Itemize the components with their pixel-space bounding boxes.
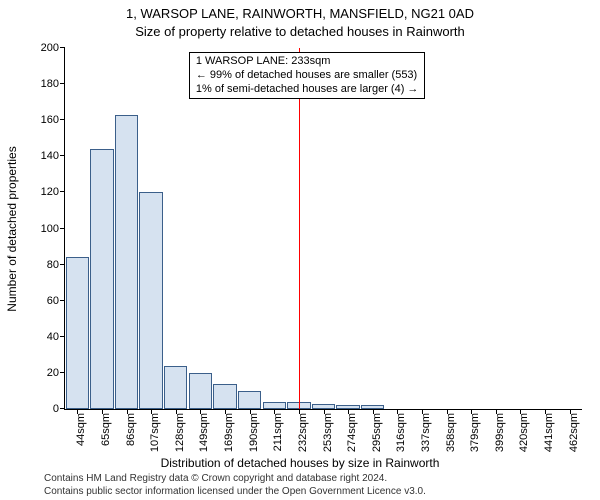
y-tick-label: 160 [41,114,65,126]
y-tick-label: 140 [41,150,65,162]
x-tick-label: 211sqm [272,375,284,413]
y-tick-label: 120 [41,186,65,198]
x-tick-label: 441sqm [543,374,555,413]
y-tick-label: 100 [41,223,65,235]
title-main: 1, WARSOP LANE, RAINWORTH, MANSFIELD, NG… [0,6,600,21]
x-tick-label: 274sqm [346,374,358,413]
x-tick-label: 190sqm [248,374,260,413]
x-tick-label: 462sqm [568,374,580,413]
x-tick-label: 232sqm [297,374,309,413]
y-tick-label: 20 [47,367,65,379]
x-tick-label: 253sqm [322,374,334,413]
x-tick-label: 399sqm [494,374,506,413]
x-tick-label: 107sqm [149,374,161,413]
title-sub: Size of property relative to detached ho… [0,24,600,39]
footer-line-2: Contains public sector information licen… [44,486,426,499]
x-tick-label: 169sqm [223,374,235,413]
x-tick-label: 316sqm [395,374,407,413]
x-tick-label: 358sqm [445,374,457,413]
y-tick-label: 180 [41,78,65,90]
footer-attribution: Contains HM Land Registry data © Crown c… [44,473,426,498]
x-tick-label: 420sqm [518,374,530,413]
x-tick-label: 44sqm [75,380,87,413]
x-tick-label: 379sqm [469,374,481,413]
y-tick-label: 0 [53,403,65,415]
chart-container: 1, WARSOP LANE, RAINWORTH, MANSFIELD, NG… [0,0,600,500]
bar [115,115,138,409]
annotation-line-3: 1% of semi-detached houses are larger (4… [196,83,419,97]
y-tick-label: 40 [47,331,65,343]
x-tick-label: 337sqm [420,374,432,413]
x-tick-label: 295sqm [371,374,383,413]
x-tick-label: 86sqm [125,380,137,413]
annotation-box: 1 WARSOP LANE: 233sqm ← 99% of detached … [189,52,426,99]
bar [90,149,113,409]
bars-layer [65,48,582,409]
plot-area: 1 WARSOP LANE: 233sqm ← 99% of detached … [64,48,582,410]
x-tick-label: 149sqm [198,374,210,413]
x-axis-label: Distribution of detached houses by size … [0,456,600,470]
y-tick-label: 200 [41,42,65,54]
highlight-line [299,48,300,409]
footer-line-1: Contains HM Land Registry data © Crown c… [44,473,426,486]
annotation-line-1: 1 WARSOP LANE: 233sqm [196,55,419,69]
y-axis-label: Number of detached properties [5,64,19,229]
y-tick-label: 60 [47,295,65,307]
x-tick-label: 128sqm [174,374,186,413]
x-tick-label: 65sqm [100,380,112,413]
y-tick-label: 80 [47,259,65,271]
annotation-line-2: ← 99% of detached houses are smaller (55… [196,69,419,83]
